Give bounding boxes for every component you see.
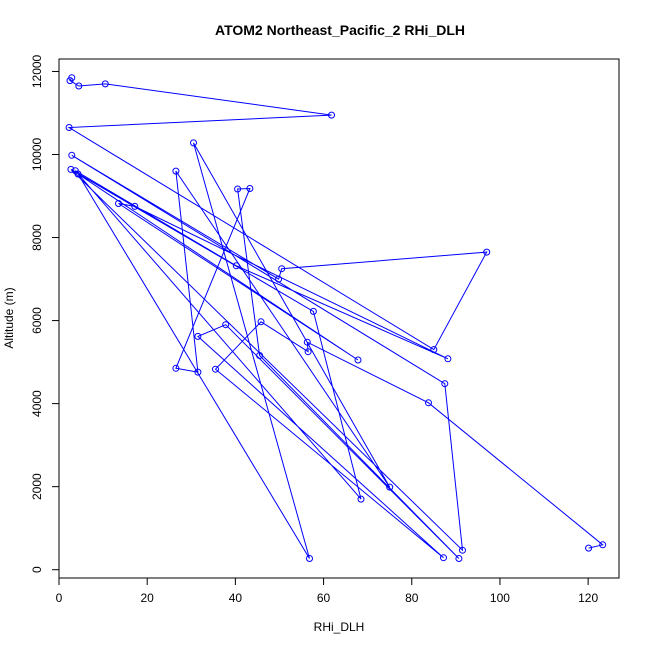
data-point [101,80,109,88]
y-tick-label: 10000 [30,137,44,171]
x-tick-label: 40 [229,591,243,605]
data-point [67,165,75,173]
data-point [257,318,265,326]
data-point [194,368,202,376]
series-line [67,77,604,559]
data-point [441,380,449,388]
y-tick-label: 6000 [30,307,44,334]
data-point [440,554,447,562]
series-layer [65,74,607,562]
data-point [115,200,122,207]
data-point [483,248,491,256]
y-tick-label: 8000 [30,224,44,251]
x-axis: 0 20 40 60 80 100 120 [56,577,598,605]
data-point [328,111,335,119]
x-tick-label: 120 [578,591,598,605]
x-axis-label: RHi_DLH [314,620,365,634]
data-point [256,352,264,359]
y-tick-label: 12000 [30,54,44,88]
data-point [212,365,219,373]
data-point [74,170,82,178]
data-point [234,185,242,193]
data-point [75,82,83,90]
x-tick-label: 80 [405,591,419,605]
data-point [386,483,394,491]
y-tick-label: 4000 [30,390,44,417]
data-point [306,555,313,562]
data-point [309,307,317,315]
data-point [455,555,463,562]
data-point [585,544,593,552]
data-point [425,399,432,407]
y-axis: 0 2000 4000 6000 8000 10000 12000 [30,54,60,573]
data-point [304,348,312,356]
y-tick-label: 0 [30,566,44,573]
data-point [172,364,180,372]
x-tick-label: 60 [317,591,331,605]
x-tick-label: 0 [56,591,63,605]
y-axis-label: Altitude (m) [2,287,16,348]
data-point [275,275,283,283]
data-point [303,338,311,346]
data-point [172,167,180,175]
data-point [65,124,73,131]
chart-title: ATOM2 Northeast_Pacific_2 RHi_DLH [215,22,465,38]
data-point [354,356,362,364]
data-point [222,321,230,329]
x-tick-label: 20 [141,591,155,605]
data-point [357,495,365,503]
data-point [190,139,197,147]
data-point [430,346,438,354]
x-tick-label: 100 [490,591,510,605]
data-point [599,541,607,549]
data-point [459,546,466,554]
data-point [194,332,202,340]
data-point [68,151,76,159]
data-point [131,202,139,210]
data-point [444,355,452,363]
data-point [246,185,254,192]
y-tick-label: 2000 [30,473,44,500]
data-point [278,265,286,273]
data-point [232,262,240,270]
data-point [66,77,74,85]
